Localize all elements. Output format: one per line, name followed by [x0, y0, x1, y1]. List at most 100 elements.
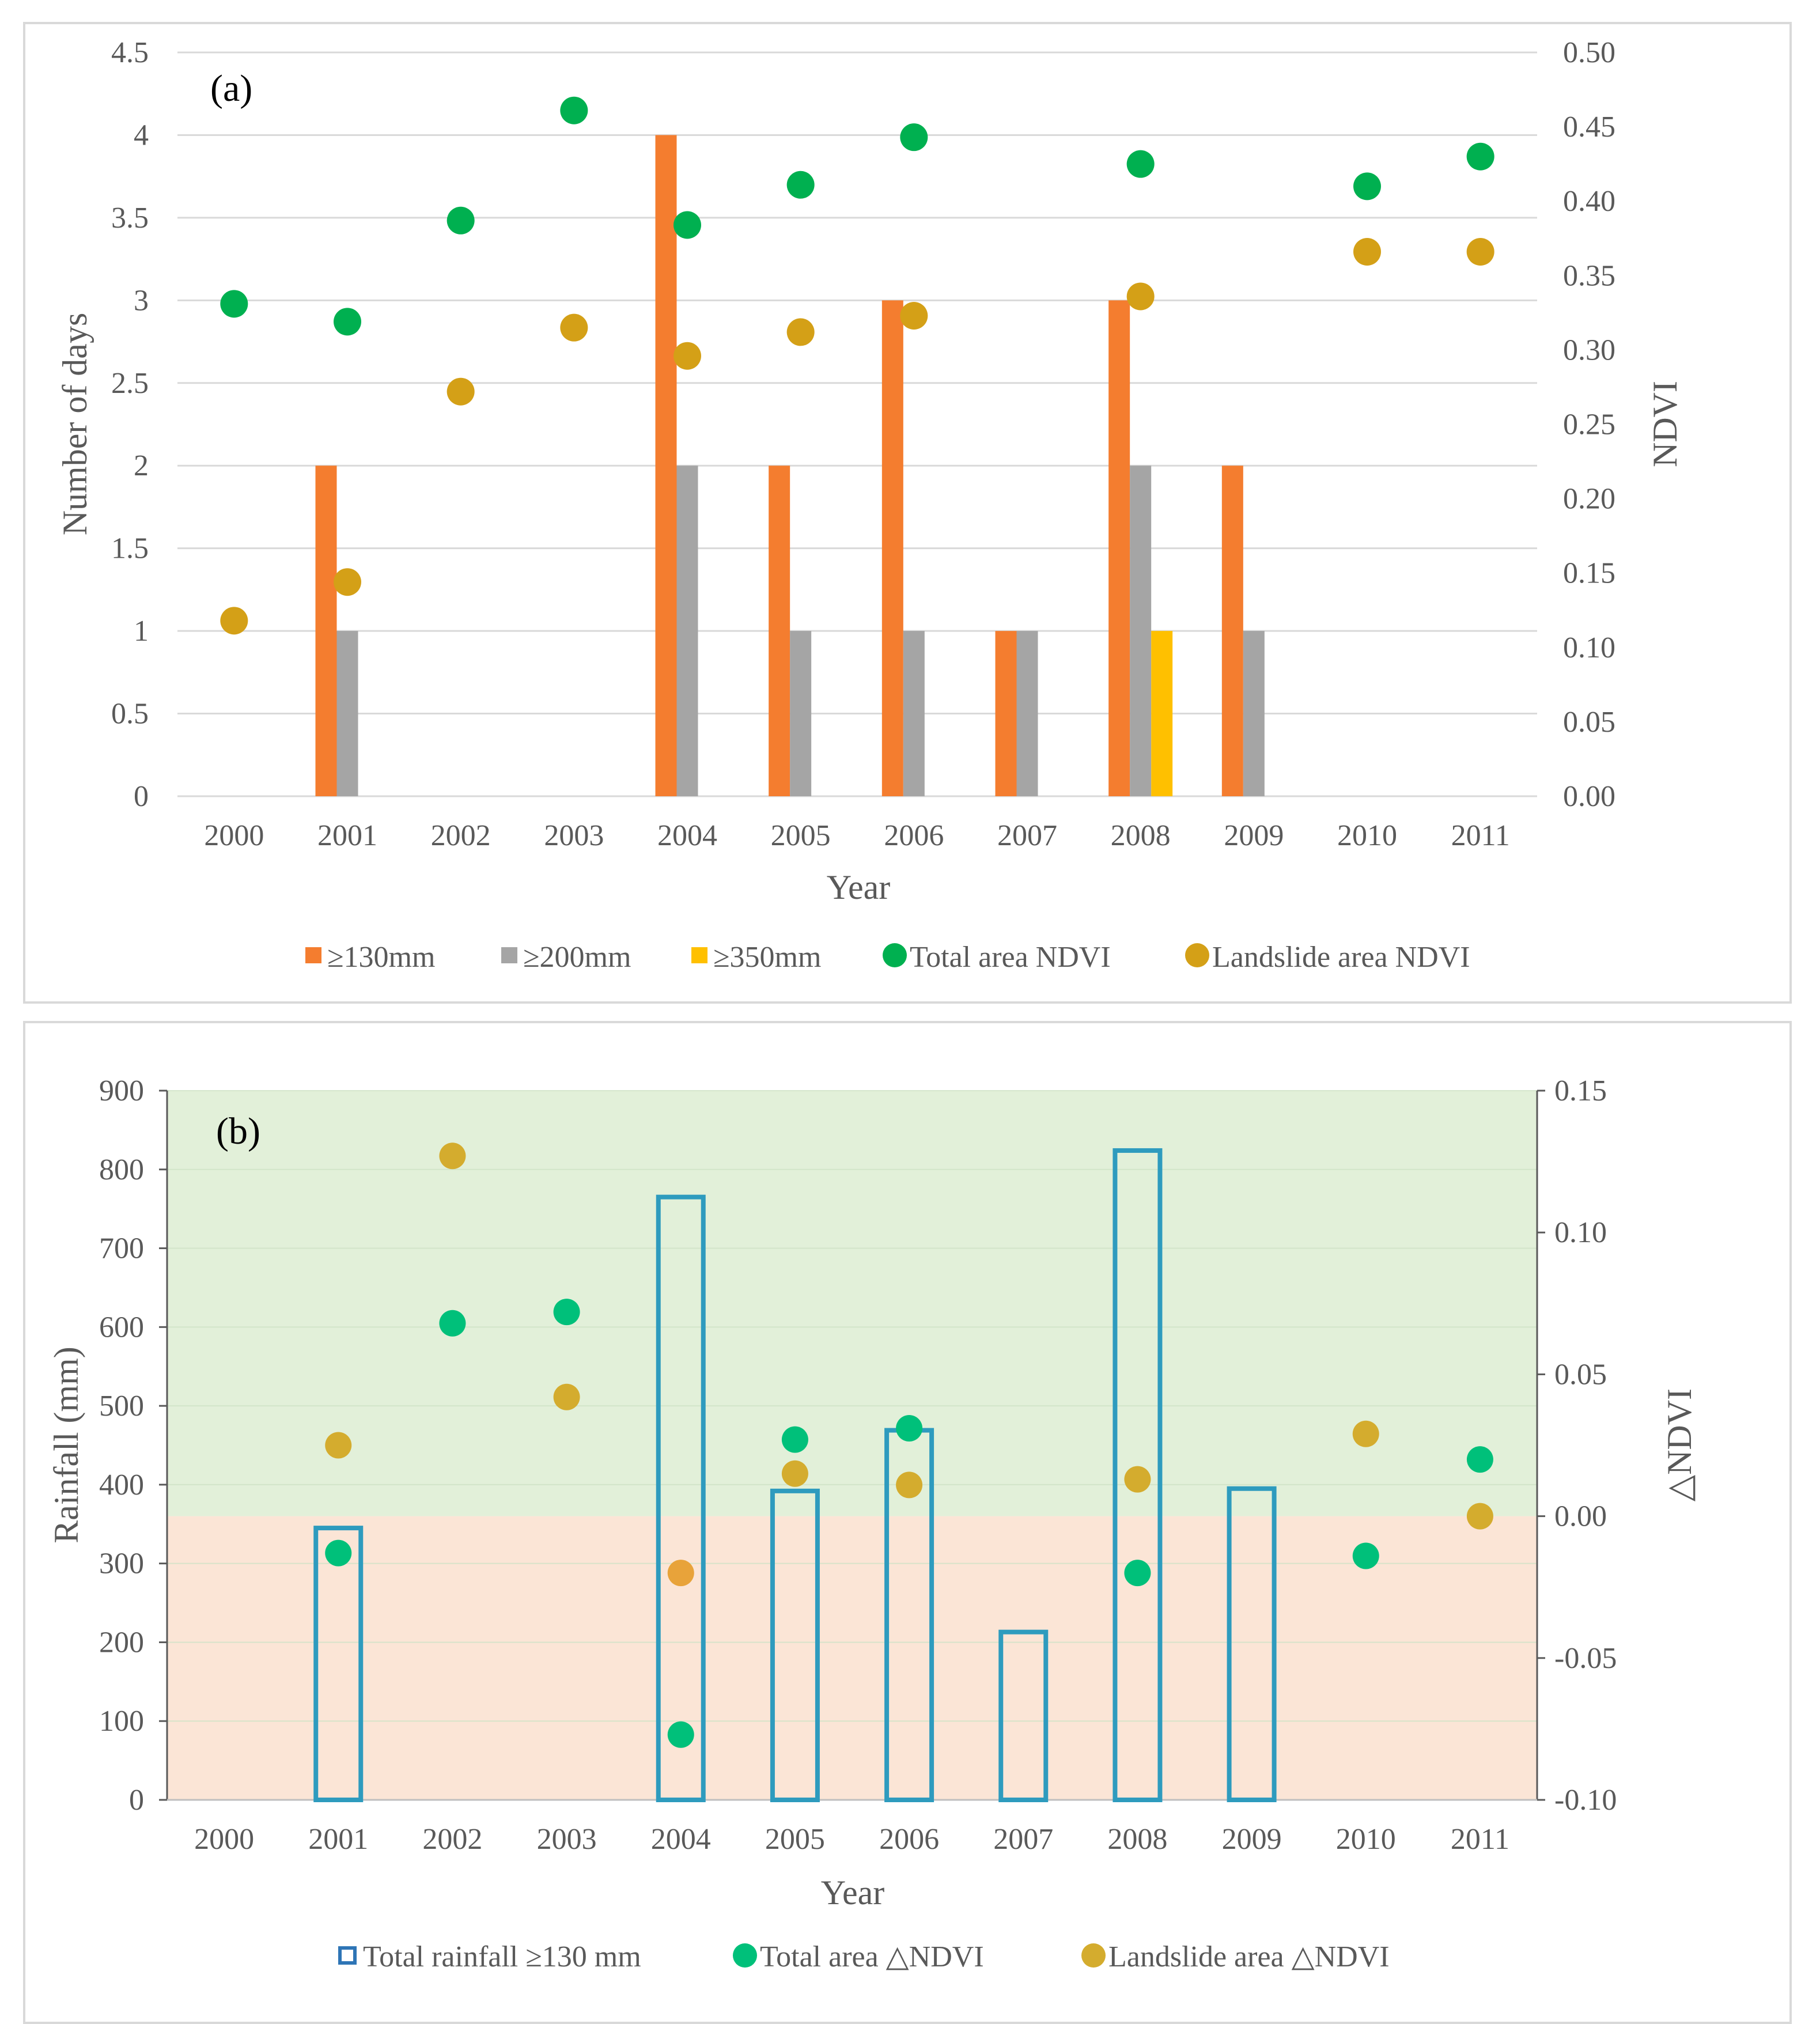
y-tick-label: 4 [134, 119, 149, 152]
data-point [900, 302, 928, 330]
x-tick-label: 2001 [317, 819, 377, 852]
bar [881, 300, 903, 796]
y-tick-label: 4.5 [111, 36, 149, 69]
legend-swatch [1081, 1943, 1106, 1968]
bar [995, 631, 1017, 796]
bar [655, 135, 677, 796]
x-tick-label: 2005 [765, 1823, 825, 1856]
y-tick-label: 800 [99, 1153, 144, 1186]
y2-tick-label: 0.40 [1563, 185, 1615, 218]
y-tick-label: 600 [99, 1311, 144, 1344]
data-point [439, 1310, 466, 1337]
data-point [560, 313, 588, 342]
y-tick-label: 1.5 [111, 532, 149, 565]
x-tick-label: 2004 [657, 819, 717, 852]
data-point [334, 308, 361, 336]
y2-tick-label: 0.25 [1563, 408, 1615, 441]
legend-swatch [305, 947, 321, 963]
data-point [325, 1539, 352, 1567]
y2-tick-label: 0.15 [1563, 557, 1615, 590]
x-tick-label: 2005 [771, 819, 831, 852]
data-point [1126, 150, 1155, 178]
bar [656, 1194, 706, 1802]
x-tick-label: 2000 [204, 819, 264, 852]
y2-tick-label: -0.10 [1554, 1784, 1617, 1817]
x-tick-label: 2004 [651, 1823, 711, 1856]
y-axis-title: Rainfall (mm) [47, 1346, 85, 1543]
y-tick-label: 2 [134, 449, 149, 482]
y2-axis-title: △NDVI [1660, 1389, 1698, 1501]
y-tick-label: 0 [129, 1784, 144, 1817]
data-point [667, 1560, 694, 1587]
x-tick-label: 2008 [1107, 1823, 1167, 1856]
bar [790, 631, 812, 796]
data-point [1352, 1420, 1379, 1447]
data-point [1353, 237, 1381, 266]
x-tick-label: 2010 [1336, 1823, 1396, 1856]
x-tick-label: 2007 [993, 1823, 1053, 1856]
x-tick-label: 2007 [997, 819, 1057, 852]
data-point [896, 1471, 923, 1499]
legend-swatch [883, 943, 907, 967]
bar [336, 631, 358, 796]
bar [1221, 466, 1243, 796]
bar [313, 1526, 364, 1803]
data-point [781, 1460, 808, 1487]
y2-tick-label: 0.05 [1554, 1358, 1607, 1391]
data-point [560, 96, 588, 124]
y-tick-label: 900 [99, 1075, 144, 1107]
x-tick-label: 2000 [194, 1823, 254, 1856]
legend-label: ≥350mm [713, 941, 821, 974]
y-axis-title: Number of days [56, 313, 94, 536]
data-point [1466, 1503, 1493, 1530]
data-point [220, 607, 248, 635]
data-point [1124, 1466, 1151, 1493]
y-tick-label: 0 [134, 780, 149, 813]
bar [315, 466, 337, 796]
bar [1130, 466, 1152, 796]
legend-label: Landslide area △NDVI [1108, 1940, 1390, 1973]
panel-label: (b) [216, 1110, 260, 1152]
y-tick-label: 300 [99, 1548, 144, 1580]
data-point [1126, 282, 1155, 311]
x-tick-label: 2003 [537, 1823, 597, 1856]
x-tick-label: 2003 [544, 819, 604, 852]
data-point [325, 1432, 352, 1459]
data-point [781, 1426, 808, 1453]
y-tick-label: 3.5 [111, 202, 149, 234]
data-point [1466, 237, 1494, 266]
data-point [673, 211, 701, 239]
background-band [167, 1516, 1537, 1800]
y-tick-label: 0.5 [111, 698, 149, 731]
y-tick-label: 200 [99, 1626, 144, 1659]
chart-a: 0 0.5 1 1.5 2 2.5 3 3.5 4 4.5 0.00 0.05 0.10 0.15 0.20… [56, 36, 1684, 974]
data-point [896, 1414, 923, 1442]
y-tick-label: 500 [99, 1390, 144, 1423]
bar [1243, 631, 1265, 796]
y-tick-label: 2.5 [111, 367, 149, 400]
y2-axis-title: NDVI [1646, 381, 1684, 467]
x-axis-title: Year [827, 868, 891, 906]
y-tick-label: 3 [134, 284, 149, 317]
x-tick-label: 2009 [1222, 1823, 1282, 1856]
bar [770, 1488, 820, 1802]
bar [1113, 1148, 1163, 1802]
bar [1108, 300, 1130, 796]
y2-tick-label: 0.20 [1563, 483, 1615, 516]
bar [903, 631, 925, 796]
legend-swatch [733, 1943, 757, 1968]
data-point [1466, 142, 1494, 171]
y2-tick-label: 0.30 [1563, 334, 1615, 366]
y2-tick-label: 0.00 [1554, 1500, 1607, 1533]
legend-swatch [1185, 943, 1209, 967]
legend-label: Total rainfall ≥130 mm [363, 1940, 641, 1973]
x-tick-label: 2006 [884, 819, 944, 852]
data-point [1352, 1542, 1379, 1569]
data-point [1353, 172, 1381, 200]
x-axis-title: Year [821, 1874, 885, 1912]
data-point [439, 1142, 466, 1170]
data-point [220, 290, 248, 318]
y2-tick-label: 0.50 [1563, 36, 1615, 69]
y2-tick-label: 0.35 [1563, 259, 1615, 292]
